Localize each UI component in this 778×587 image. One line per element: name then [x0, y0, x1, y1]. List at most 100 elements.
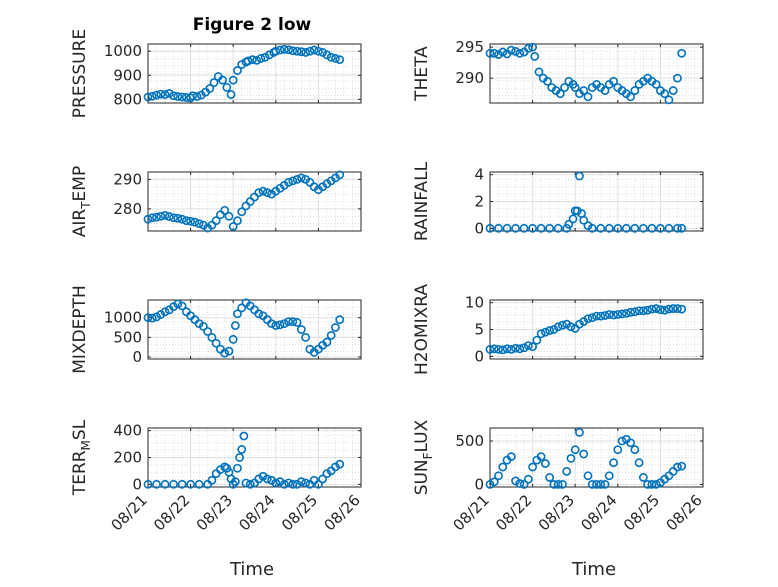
data-point	[549, 479, 559, 489]
data-point	[621, 223, 631, 233]
data-point	[160, 210, 170, 220]
data-point	[647, 304, 657, 314]
data-point	[506, 344, 516, 354]
data-point	[230, 477, 240, 487]
data-point	[177, 92, 187, 102]
data-point	[575, 171, 584, 181]
data-point	[528, 462, 537, 472]
data-point	[558, 479, 567, 489]
data-point	[164, 212, 174, 221]
data-point	[271, 46, 281, 56]
data-point	[613, 310, 623, 319]
data-markers	[485, 42, 687, 105]
data-point	[239, 431, 249, 441]
data-point	[600, 479, 610, 489]
data-point	[638, 223, 648, 233]
data-point	[211, 216, 221, 226]
subplot-2: 290 295 THETA	[412, 38, 704, 105]
data-point	[326, 52, 336, 62]
data-point	[647, 223, 657, 233]
data-point	[555, 89, 565, 99]
data-markers	[485, 427, 687, 489]
minor-grid	[490, 44, 703, 103]
data-point	[326, 330, 336, 340]
data-point	[626, 92, 635, 102]
data-point	[288, 176, 298, 186]
x-tick-label: 08/26	[321, 491, 364, 534]
data-point	[540, 327, 550, 337]
data-point	[169, 213, 178, 223]
data-point	[638, 306, 648, 316]
y-tick-label: 295	[455, 38, 484, 56]
data-point	[292, 174, 302, 184]
data-markers	[143, 431, 345, 489]
data-point	[226, 90, 236, 99]
axes-box	[147, 171, 362, 232]
data-point	[211, 338, 221, 348]
data-point	[638, 473, 648, 482]
y-tick-label: 1000	[104, 42, 142, 60]
data-point	[609, 76, 618, 86]
data-point	[313, 46, 323, 56]
data-point	[528, 342, 537, 352]
data-point	[260, 52, 270, 62]
data-point	[604, 223, 614, 233]
data-markers	[143, 44, 345, 103]
data-point	[198, 321, 208, 331]
data-point	[643, 305, 653, 315]
data-point	[673, 304, 682, 313]
data-point	[147, 313, 157, 323]
data-point	[262, 474, 272, 484]
data-point	[528, 223, 537, 233]
data-point	[318, 48, 328, 57]
data-point	[664, 223, 674, 233]
y-axis-label: TERRMSL	[70, 419, 93, 496]
data-point	[596, 479, 606, 489]
data-point	[651, 479, 661, 489]
data-point	[519, 479, 529, 489]
y-axis-label: AIRTEMP	[70, 166, 93, 237]
y-axis-label: RAINFALL	[412, 161, 432, 241]
data-point	[485, 48, 495, 58]
data-point	[558, 320, 567, 330]
x-tick-label: 08/21	[108, 491, 151, 534]
data-point	[224, 346, 234, 356]
data-point	[305, 46, 315, 56]
data-point	[143, 313, 153, 323]
data-point	[262, 188, 272, 198]
data-point	[506, 45, 516, 55]
data-point	[288, 479, 298, 489]
x-tick-label: 08/25	[278, 491, 321, 534]
data-point	[186, 216, 195, 226]
y-tick-label: 290	[113, 170, 142, 188]
data-point	[258, 186, 268, 196]
data-point	[677, 223, 687, 233]
data-point	[296, 325, 306, 334]
y-axis-label: H2OMIXRA	[412, 284, 432, 375]
data-point	[566, 322, 576, 332]
data-point	[284, 317, 293, 327]
data-point	[630, 223, 640, 233]
y-tick-label: 500	[455, 432, 484, 450]
y-axis-label: SUNFLUX	[412, 419, 435, 495]
data-point	[143, 92, 153, 102]
data-point	[579, 86, 589, 95]
data-point	[530, 52, 540, 61]
data-point	[331, 54, 340, 63]
data-point	[284, 45, 293, 55]
data-point	[604, 471, 614, 481]
y-tick-label: 400	[113, 422, 142, 440]
data-point	[498, 345, 508, 355]
figure-title: Figure 2 low	[193, 15, 312, 35]
data-point	[617, 436, 627, 446]
y-axis-label: THETA	[412, 46, 432, 102]
data-point	[254, 188, 264, 198]
data-point	[322, 50, 332, 60]
data-point	[656, 223, 665, 233]
data-point	[301, 332, 311, 342]
data-point	[241, 478, 251, 488]
data-point	[233, 66, 242, 75]
data-point	[494, 471, 503, 481]
data-point	[583, 314, 593, 324]
